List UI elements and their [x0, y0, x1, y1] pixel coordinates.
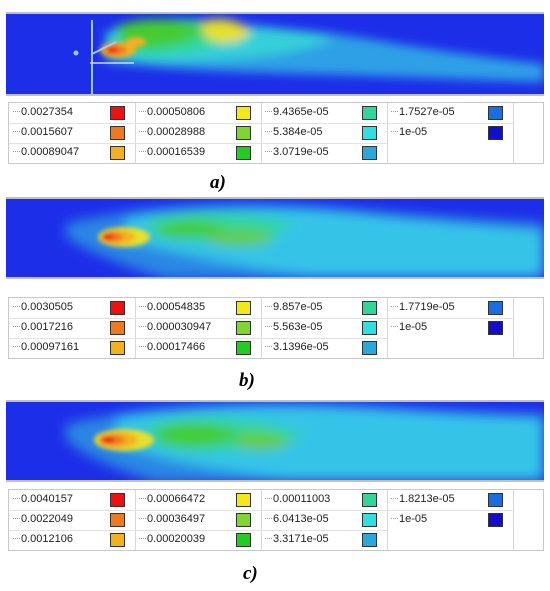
legend-label: 0.00054835 [139, 301, 205, 313]
color-swatch [110, 513, 125, 527]
legend-label: 9.857e-05 [265, 301, 323, 313]
legend-label: 1.7527e-05 [391, 106, 455, 118]
color-swatch [488, 106, 503, 120]
legend-label: 1.7719e-05 [391, 301, 455, 313]
legend-label: 1.8213e-05 [391, 493, 455, 505]
legend-b: 0.0030505 0.0017216 0.00097161 0.0005483… [8, 297, 544, 359]
color-swatch [362, 493, 377, 507]
color-swatch [362, 341, 377, 355]
color-swatch [236, 321, 251, 335]
color-swatch [110, 533, 125, 547]
legend-label: 0.00089047 [13, 146, 79, 158]
color-swatch [488, 493, 503, 507]
legend-label: 0.0012106 [13, 533, 73, 545]
legend-label: 1e-05 [391, 126, 427, 138]
color-swatch [362, 106, 377, 120]
color-swatch [110, 126, 125, 140]
legend-label: 0.00066472 [139, 493, 205, 505]
legend-label: 0.0017216 [13, 321, 73, 333]
color-swatch [110, 146, 125, 160]
color-swatch [488, 321, 503, 335]
contour-plot-b [6, 197, 544, 279]
legend-label: 1e-05 [391, 321, 427, 333]
legend-label: 3.0719e-05 [265, 146, 329, 158]
color-swatch [362, 321, 377, 335]
color-swatch [488, 126, 503, 140]
color-swatch [488, 513, 503, 527]
color-swatch [110, 321, 125, 335]
legend-label: 3.1396e-05 [265, 341, 329, 353]
color-swatch [362, 301, 377, 315]
legend-label: 3.3171e-05 [265, 533, 329, 545]
color-swatch [236, 493, 251, 507]
legend-label: 0.00017466 [139, 341, 205, 353]
legend-label: 0.00028988 [139, 126, 205, 138]
color-swatch [110, 301, 125, 315]
legend-label: 9.4365e-05 [265, 106, 329, 118]
legend-label: 1e-05 [391, 513, 427, 525]
color-swatch [488, 301, 503, 315]
legend-c: 0.0040157 0.0022049 0.0012106 0.00066472… [8, 489, 544, 551]
color-swatch [236, 533, 251, 547]
color-swatch [236, 513, 251, 527]
legend-label: 0.0015607 [13, 126, 73, 138]
legend-label: 6.0413e-05 [265, 513, 329, 525]
color-swatch [362, 126, 377, 140]
color-swatch [236, 341, 251, 355]
color-swatch [236, 146, 251, 160]
legend-label: 5.384e-05 [265, 126, 323, 138]
color-swatch [236, 301, 251, 315]
color-swatch [110, 106, 125, 120]
legend-label: 0.00097161 [13, 341, 79, 353]
legend-label: 0.00036497 [139, 513, 205, 525]
color-swatch [110, 493, 125, 507]
legend-label: 0.0040157 [13, 493, 73, 505]
panel-caption-a: a) [210, 172, 226, 193]
color-swatch [236, 106, 251, 120]
legend-a: 0.0027354 0.0015607 0.00089047 0.0005080… [8, 102, 544, 164]
legend-label: 0.0030505 [13, 301, 73, 313]
panel-caption-b: b) [239, 370, 255, 391]
legend-label: 0.00016539 [139, 146, 205, 158]
contour-plot-c [6, 400, 544, 482]
color-swatch [362, 513, 377, 527]
legend-label: 0.000030947 [139, 321, 211, 333]
contour-plot-a [6, 12, 544, 96]
color-swatch [110, 341, 125, 355]
legend-label: 0.0022049 [13, 513, 73, 525]
legend-label: 0.0027354 [13, 106, 73, 118]
panel-caption-c: c) [243, 563, 258, 584]
color-swatch [362, 533, 377, 547]
color-swatch [236, 126, 251, 140]
legend-label: 0.00020039 [139, 533, 205, 545]
legend-label: 0.00011003 [265, 493, 330, 505]
legend-label: 0.00050806 [139, 106, 205, 118]
legend-label: 5.563e-05 [265, 321, 323, 333]
color-swatch [362, 146, 377, 160]
